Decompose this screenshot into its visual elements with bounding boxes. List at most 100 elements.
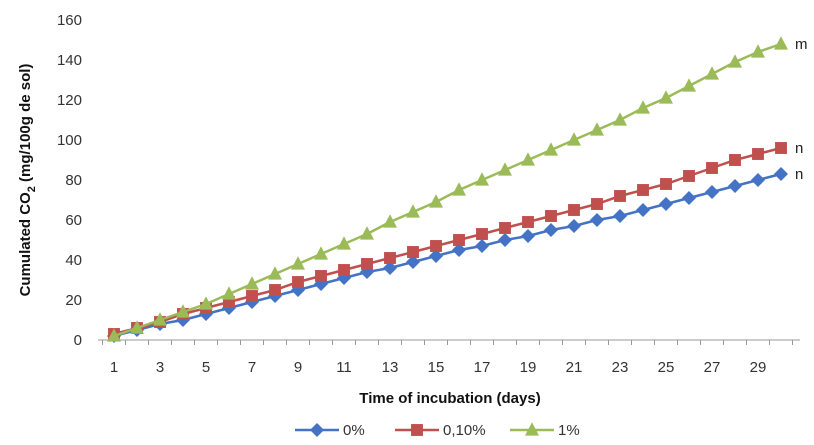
legend-item: 0% <box>295 422 365 439</box>
data-point <box>682 191 696 205</box>
data-point <box>751 44 765 58</box>
legend: 0% 0,10% 1% <box>295 422 580 439</box>
x-tick-label: 19 <box>520 359 537 376</box>
end-labels: nn m <box>795 36 808 183</box>
data-point <box>476 228 488 240</box>
data-point <box>383 261 397 275</box>
data-point <box>383 214 397 228</box>
data-point <box>246 290 258 302</box>
data-point <box>269 284 281 296</box>
x-tick-label: 15 <box>428 359 445 376</box>
y-tick-label: 0 <box>74 332 82 349</box>
data-point <box>199 296 213 310</box>
data-point <box>429 249 443 263</box>
data-point <box>522 216 534 228</box>
x-tick-label: 1 <box>110 359 118 376</box>
y-tick-label: 40 <box>65 252 82 269</box>
x-tick-label: 29 <box>750 359 767 376</box>
data-point <box>728 54 742 68</box>
data-point <box>245 276 259 290</box>
data-point <box>729 154 741 166</box>
data-point <box>361 258 373 270</box>
data-point <box>452 243 466 257</box>
x-tick-label: 7 <box>248 359 256 376</box>
data-point <box>360 226 374 240</box>
data-point <box>430 240 442 252</box>
y-tick-label: 140 <box>57 52 82 69</box>
x-tick-label: 13 <box>382 359 399 376</box>
legend-label: 1% <box>558 422 580 439</box>
series-0,10% <box>108 142 787 340</box>
data-point <box>429 194 443 208</box>
series-end-label: n <box>795 140 803 157</box>
data-point <box>568 204 580 216</box>
x-tick-label: 25 <box>658 359 675 376</box>
legend-marker <box>411 424 423 436</box>
data-point <box>683 170 695 182</box>
data-point <box>659 90 673 104</box>
series-end-label: m <box>795 36 808 53</box>
x-tick-label: 23 <box>612 359 629 376</box>
data-point <box>544 142 558 156</box>
x-axis-title: Time of incubation (days) <box>359 390 540 407</box>
legend-marker <box>310 423 324 437</box>
y-axis-title: Cumulated CO2 (mg/100g de sol) <box>17 64 38 297</box>
data-point <box>315 270 327 282</box>
data-point <box>153 312 167 326</box>
data-point <box>774 167 788 181</box>
data-point <box>130 320 144 334</box>
data-point <box>314 246 328 260</box>
data-point <box>268 266 282 280</box>
data-point <box>337 236 351 250</box>
data-point <box>752 148 764 160</box>
data-point <box>498 233 512 247</box>
data-point <box>590 213 604 227</box>
data-point <box>660 178 672 190</box>
data-point <box>636 203 650 217</box>
data-point <box>613 112 627 126</box>
data-point <box>291 256 305 270</box>
data-point <box>705 66 719 80</box>
data-point <box>107 328 121 342</box>
data-point <box>223 296 235 308</box>
series-0% <box>107 167 788 343</box>
data-point <box>407 246 419 258</box>
data-point <box>521 229 535 243</box>
data-point <box>544 223 558 237</box>
data-point <box>637 184 649 196</box>
data-point <box>591 198 603 210</box>
x-tick-label: 3 <box>156 359 164 376</box>
data-point <box>545 210 557 222</box>
y-tick-label: 20 <box>65 292 82 309</box>
x-tick-label: 11 <box>336 359 352 376</box>
data-point <box>499 222 511 234</box>
data-point <box>751 173 765 187</box>
data-point <box>706 162 718 174</box>
data-point <box>292 276 304 288</box>
x-tick-label: 17 <box>474 359 491 376</box>
legend-label: 0% <box>343 422 365 439</box>
y-tick-label: 80 <box>65 172 82 189</box>
data-point <box>498 162 512 176</box>
data-point <box>682 78 696 92</box>
data-point <box>338 264 350 276</box>
legend-item: 0,10% <box>395 422 486 439</box>
data-point <box>452 182 466 196</box>
data-point <box>176 304 190 318</box>
data-point <box>222 286 236 300</box>
data-point <box>775 142 787 154</box>
data-point <box>774 36 788 50</box>
data-point <box>614 190 626 202</box>
series-1% <box>107 36 788 342</box>
data-point <box>728 179 742 193</box>
data-point <box>613 209 627 223</box>
data-point <box>636 100 650 114</box>
series-end-label: n <box>795 166 803 183</box>
y-tick-label: 60 <box>65 212 82 229</box>
data-point <box>590 122 604 136</box>
data-point <box>659 197 673 211</box>
series-line <box>113 146 782 336</box>
series-layer <box>107 36 788 343</box>
x-tick-label: 27 <box>704 359 721 376</box>
